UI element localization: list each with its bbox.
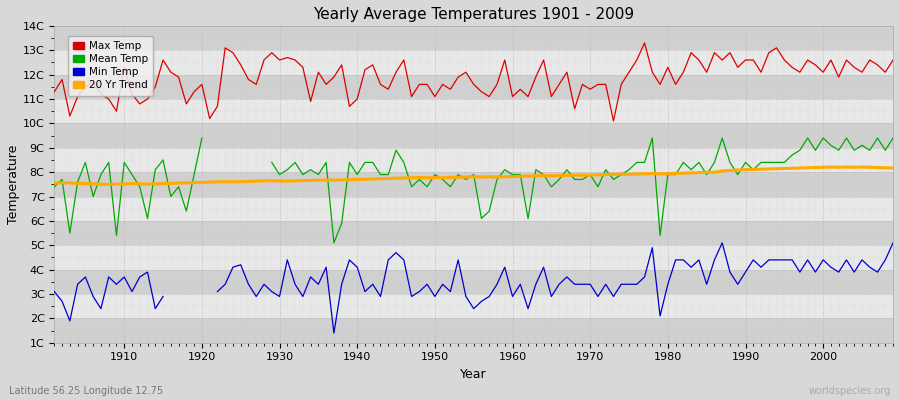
Bar [54, 196, 893, 221]
Bar [54, 148, 893, 172]
Y-axis label: Temperature: Temperature [7, 145, 20, 224]
Bar [54, 294, 893, 318]
Text: Latitude 56.25 Longitude 12.75: Latitude 56.25 Longitude 12.75 [9, 386, 163, 396]
X-axis label: Year: Year [461, 368, 487, 381]
Title: Yearly Average Temperatures 1901 - 2009: Yearly Average Temperatures 1901 - 2009 [313, 7, 634, 22]
Bar [54, 123, 893, 148]
Bar [54, 75, 893, 99]
Text: worldspecies.org: worldspecies.org [809, 386, 891, 396]
Bar [54, 2, 893, 26]
Bar [54, 318, 893, 343]
Bar [54, 270, 893, 294]
Bar [54, 245, 893, 270]
Bar [54, 50, 893, 75]
Bar [54, 26, 893, 50]
Bar [54, 99, 893, 123]
Legend: Max Temp, Mean Temp, Min Temp, 20 Yr Trend: Max Temp, Mean Temp, Min Temp, 20 Yr Tre… [68, 36, 153, 96]
Bar [54, 172, 893, 196]
Bar [54, 221, 893, 245]
